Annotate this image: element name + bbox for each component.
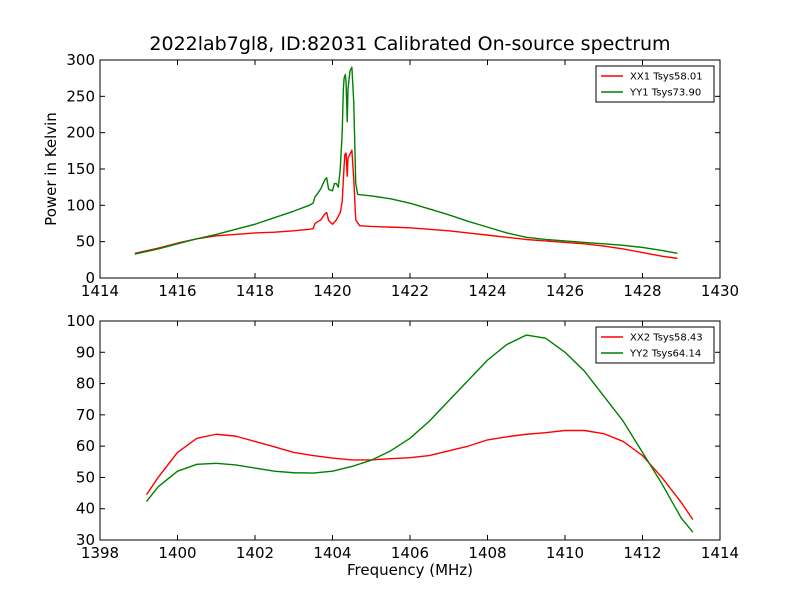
- x-tick-label: 1412: [623, 544, 661, 562]
- x-tick-label: 1414: [81, 282, 119, 300]
- y-tick-label: 300: [66, 51, 95, 69]
- legend: XX1 Tsys58.01 YY1 Tsys73.90: [595, 65, 715, 103]
- y-tick-label: 250: [66, 87, 95, 105]
- legend-label: XX1 Tsys58.01: [630, 72, 703, 83]
- y-axis-label-top: Power in Kelvin: [42, 112, 60, 226]
- x-axis-label-bottom: Frequency (MHz): [346, 561, 474, 579]
- legend-label: YY1 Tsys73.90: [629, 88, 701, 99]
- y-tick-label: 50: [76, 468, 95, 486]
- legend-box: [595, 65, 715, 103]
- y-tick-label: 50: [76, 233, 95, 251]
- series-line-1-2: [134, 66, 678, 255]
- x-tick-label: 1420: [313, 282, 351, 300]
- y-tick-label: 80: [76, 375, 95, 393]
- x-tick-label: 1428: [623, 282, 661, 300]
- y-tick-label: 30: [76, 531, 95, 549]
- y-tick-label: 150: [66, 160, 95, 178]
- series-line-2-1: [145, 429, 694, 521]
- y-tick-label: 100: [66, 312, 95, 330]
- series-line-1-1: [134, 149, 678, 260]
- y-tick-label: 0: [85, 269, 95, 287]
- series-line-2-2: [145, 334, 694, 533]
- x-tick-label: 1398: [81, 544, 119, 562]
- x-tick-label: 1410: [546, 544, 584, 562]
- x-tick-label: 1402: [236, 544, 274, 562]
- x-tick-label: 1418: [236, 282, 274, 300]
- chart-panel-top: 1414 1416 1418 1420 1422 1424 1426 1428 1430 0 50 1…: [66, 51, 739, 300]
- y-tick-label: 70: [76, 406, 95, 424]
- x-tick-label: 1404: [313, 544, 351, 562]
- x-tick-label: 1424: [468, 282, 506, 300]
- x-tick-label: 1408: [468, 544, 506, 562]
- x-tick-label: 1416: [158, 282, 196, 300]
- legend: XX2 Tsys58.43 YY2 Tsys64.14: [595, 326, 715, 364]
- legend-label: XX2 Tsys58.43: [630, 333, 703, 344]
- x-tick-label: 1400: [158, 544, 196, 562]
- x-tick-label: 1426: [546, 282, 584, 300]
- y-tick-label: 200: [66, 124, 95, 142]
- legend-label: YY2 Tsys64.14: [629, 349, 701, 360]
- chart-title: 2022lab7gl8, ID:82031 Calibrated On-sour…: [149, 33, 671, 55]
- y-tick-label: 60: [76, 437, 95, 455]
- x-tick-label: 1414: [701, 544, 739, 562]
- chart-panel-bottom: 1398 1400 1402 1404 1406 1408 1410 1412 1414 30 40…: [66, 312, 739, 562]
- x-tick-label: 1422: [391, 282, 429, 300]
- legend-box: [595, 326, 715, 364]
- x-tick-label: 1430: [701, 282, 739, 300]
- y-tick-label: 90: [76, 343, 95, 361]
- y-tick-label: 40: [76, 500, 95, 518]
- y-tick-label: 100: [66, 196, 95, 214]
- x-tick-label: 1406: [391, 544, 429, 562]
